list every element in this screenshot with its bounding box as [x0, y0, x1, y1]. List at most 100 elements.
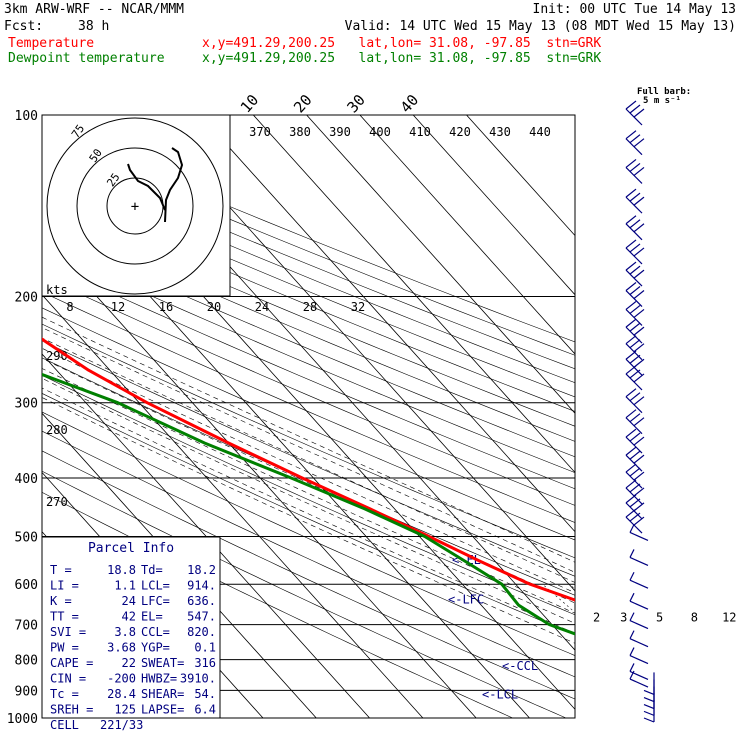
dry-adiabat	[42, 190, 575, 412]
barb-legend-line1: Full barb:	[637, 87, 691, 97]
index-value: 24	[122, 594, 136, 608]
wind-barb	[625, 100, 645, 126]
pressure-label-500: 500	[15, 530, 38, 545]
dry-adiabat	[42, 307, 575, 541]
index-value: 636.	[187, 594, 216, 608]
index-name: LFC=	[141, 594, 170, 608]
index-name: SHEAR=	[141, 687, 184, 701]
mixing-ratio-line	[569, 583, 575, 590]
wind-barb	[629, 663, 649, 680]
hodograph-speed-label: 28	[303, 300, 317, 314]
level-marker: <-LCL	[482, 687, 518, 701]
wind-barb	[629, 571, 649, 589]
index-name: SWEAT=	[141, 656, 184, 670]
theta-label: 370	[249, 125, 271, 139]
index-value: 18.2	[187, 563, 216, 577]
wind-barb	[625, 261, 645, 287]
index-value: 820.	[187, 625, 216, 639]
isotherm	[466, 115, 575, 237]
pressure-label-1000: 1000	[7, 712, 38, 727]
dry-adiabat	[42, 430, 575, 678]
wind-barb	[643, 672, 655, 695]
dry-adiabat	[42, 470, 567, 718]
dry-adiabat	[42, 340, 575, 577]
isotherm-label: 20	[290, 91, 315, 116]
index-value: 3.8	[114, 625, 136, 639]
index-name: TT =	[50, 610, 79, 624]
index-value: 316	[194, 656, 216, 670]
wind-barb	[629, 592, 649, 610]
index-value: 3.68	[107, 641, 136, 655]
hodograph-units: kts	[46, 283, 68, 297]
isotherm	[42, 412, 317, 718]
isotherm	[146, 115, 575, 592]
index-value: 0.1	[194, 641, 216, 655]
pressure-label-900: 900	[15, 684, 38, 699]
dry-adiabat	[42, 261, 575, 490]
hodograph-speed-label: 20	[207, 300, 221, 314]
wind-barb	[625, 300, 645, 326]
hodograph-speed-label: 24	[255, 300, 269, 314]
temperature-legend-label: Temperature	[8, 36, 95, 51]
dry-adiabat	[42, 276, 575, 506]
pressure-label-700: 700	[15, 619, 38, 634]
forecast-hour: 38 h	[78, 19, 110, 34]
mixing-ratio-line	[542, 583, 575, 613]
parcel-info-box	[41, 536, 221, 719]
wind-barb	[625, 409, 645, 435]
wind-barb	[625, 130, 645, 156]
forecast-label: Fcst:	[4, 19, 44, 34]
index-name: T =	[50, 563, 72, 577]
pressure-label-400: 400	[15, 472, 38, 487]
wind-barb	[643, 700, 655, 723]
isotherm	[42, 353, 370, 718]
index-name: CIN =	[50, 672, 86, 686]
dry-adiabat	[42, 177, 575, 398]
wind-barb	[629, 630, 649, 648]
wind-barb	[625, 365, 645, 391]
mixing-ratio-line	[670, 584, 740, 718]
wind-barb	[629, 612, 649, 630]
pressure-label-600: 600	[15, 578, 38, 593]
theta-label: 400	[369, 125, 391, 139]
theta-label: 270	[46, 495, 68, 509]
moist-adiabat	[42, 368, 575, 614]
dry-adiabat	[42, 393, 575, 636]
dry-adiabat	[42, 357, 575, 596]
barb-legend-line2: 5 m s⁻¹	[643, 96, 681, 106]
dry-adiabat	[42, 217, 575, 442]
mixing-ratio-label: 3	[620, 611, 627, 625]
wind-barb	[643, 693, 655, 716]
wind-barb	[625, 215, 645, 241]
isotherm	[359, 115, 575, 355]
isotherm-label: 30	[343, 91, 368, 116]
hodograph-ring	[46, 117, 224, 295]
theta-label: 290	[46, 349, 68, 363]
index-value: -200	[107, 672, 136, 686]
index-name: CELL	[50, 718, 79, 732]
wind-barb	[625, 282, 645, 307]
hodograph-speed-label: 32	[351, 300, 365, 314]
isotherm-label: 10	[237, 91, 262, 116]
pressure-label-800: 800	[15, 654, 38, 669]
index-value: 28.4	[107, 687, 136, 701]
dry-adiabat	[42, 323, 575, 559]
theta-label: 380	[289, 125, 311, 139]
mixing-ratio-line	[710, 584, 740, 718]
index-name: SREH =	[50, 703, 93, 717]
index-name: EL=	[141, 610, 163, 624]
index-name: CCL=	[141, 625, 170, 639]
dry-adiabat	[42, 450, 575, 700]
mixing-ratio-label: 2	[593, 611, 600, 625]
mixing-ratio-label: 8	[691, 611, 698, 625]
dry-adiabat	[42, 246, 575, 473]
hodograph-ring-label: 50	[87, 147, 105, 165]
theta-label: 430	[489, 125, 511, 139]
index-name: PW =	[50, 641, 79, 655]
index-name: LAPSE=	[141, 703, 184, 717]
theta-label: 410	[409, 125, 431, 139]
dry-adiabat	[42, 139, 575, 356]
isotherm	[306, 115, 575, 414]
isotherm	[253, 115, 575, 474]
index-name: Td=	[141, 563, 163, 577]
